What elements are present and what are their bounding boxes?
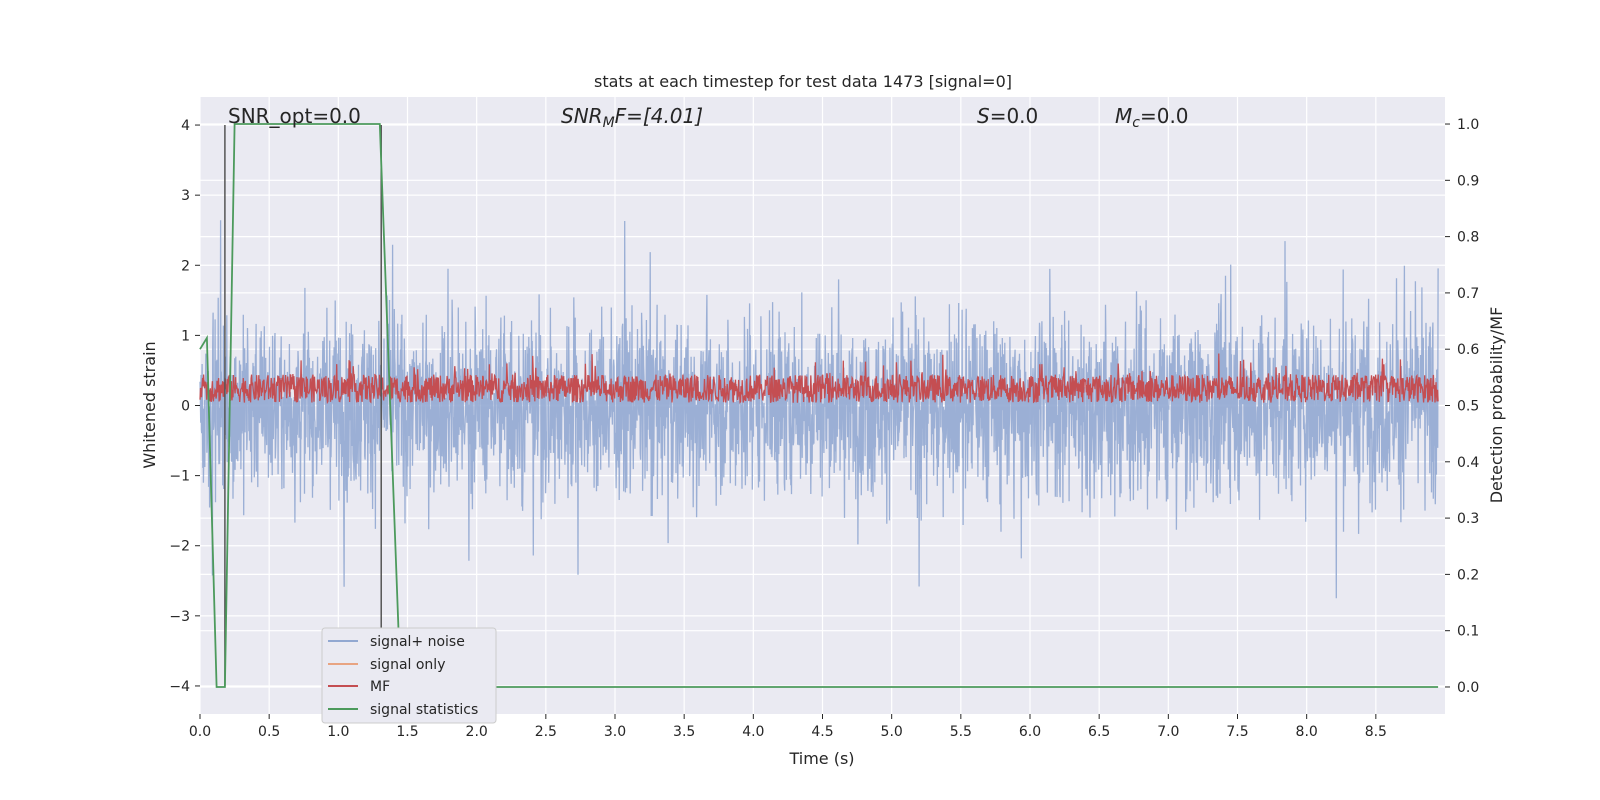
- x-tick-label-11: 5.5: [950, 724, 972, 740]
- signal-statistics-line: [199, 123, 1439, 688]
- x-axis-ticks: 0.0 0.5 1.0 1.5 2.0 2.5 3.0 3.5 4.0 4.5 5.0 5.5 6.0 6…: [189, 714, 1387, 740]
- annotation-mc-label: M: [1115, 104, 1132, 128]
- series-mf: [199, 353, 1439, 405]
- x-tick-label-7: 3.5: [673, 724, 695, 740]
- y-right-tick-label-5: 0.5: [1457, 399, 1479, 415]
- y-right-tick-label-9: 0.9: [1457, 173, 1479, 189]
- y-right-tick-label-4: 0.4: [1457, 455, 1479, 471]
- x-tick-label-12: 6.0: [1019, 724, 1041, 740]
- x-tick-label-3: 1.5: [396, 724, 418, 740]
- annotation-snr-opt: SNR_opt=0.0: [228, 104, 361, 128]
- y-left-tick-label-0: −4: [169, 679, 190, 695]
- x-tick-label-15: 7.5: [1226, 724, 1248, 740]
- annotation-mc-sub: c: [1132, 115, 1140, 131]
- y-right-axis-ticks: 0.0 0.1 0.2 0.3 0.4 0.5 0.6 0.7 0.8 0.9 1.0: [1445, 117, 1479, 696]
- y-left-tick-label-8: 4: [181, 118, 190, 134]
- legend-label-noise: signal+ noise: [370, 634, 465, 650]
- y-right-tick-label-8: 0.8: [1457, 230, 1479, 246]
- y-left-tick-label-7: 3: [181, 188, 190, 204]
- x-tick-label-14: 7.0: [1157, 724, 1179, 740]
- annotation-mc: Mc=0.0: [1115, 104, 1189, 131]
- annotation-s-value: =0.0: [990, 104, 1039, 128]
- x-tick-label-16: 8.0: [1296, 724, 1318, 740]
- mf-line: [199, 353, 1439, 405]
- vertical-lines: [224, 125, 382, 686]
- y-right-tick-label-1: 0.1: [1457, 624, 1479, 640]
- y-right-tick-label-10: 1.0: [1457, 117, 1479, 133]
- x-tick-label-13: 6.5: [1088, 724, 1110, 740]
- y-left-tick-label-6: 2: [181, 258, 190, 274]
- y-right-tick-label-7: 0.7: [1457, 286, 1479, 302]
- x-tick-label-10: 5.0: [881, 724, 903, 740]
- y-left-axis-label: Whitened strain: [140, 341, 159, 468]
- x-tick-label-5: 2.5: [535, 724, 557, 740]
- y-right-tick-label-2: 0.2: [1457, 567, 1479, 583]
- x-axis-label: Time (s): [788, 749, 854, 768]
- y-left-tick-label-4: 0: [181, 399, 190, 415]
- legend-box: [321, 627, 497, 724]
- annotation-s: S=0.0: [977, 104, 1038, 128]
- annotation-mc-value: =0.0: [1140, 104, 1189, 128]
- legend: signal+ noise signal only MF signal stat…: [321, 627, 497, 724]
- annotation-snr-mf-prefix: SNR: [561, 104, 603, 128]
- y-left-tick-label-3: −1: [169, 469, 190, 485]
- x-tick-label-9: 4.5: [811, 724, 833, 740]
- x-tick-label-2: 1.0: [327, 724, 349, 740]
- legend-label-stats: signal statistics: [370, 702, 478, 718]
- y-right-tick-label-0: 0.0: [1457, 680, 1479, 696]
- annotation-snr-mf: SNRMF=[4.01]: [561, 104, 703, 131]
- legend-label-mf: MF: [370, 679, 390, 695]
- x-tick-label-17: 8.5: [1365, 724, 1387, 740]
- y-right-tick-label-3: 0.3: [1457, 511, 1479, 527]
- y-left-tick-label-1: −3: [169, 609, 190, 625]
- annotation-snr-mf-sub: M: [603, 115, 615, 131]
- y-right-tick-label-6: 0.6: [1457, 342, 1479, 358]
- x-tick-label-8: 4.0: [742, 724, 764, 740]
- y-left-axis-ticks: −4 −3 −2 −1 0 1 2 3 4: [169, 118, 200, 695]
- series-signal-statistics: [199, 123, 1439, 688]
- series-signal-plus-noise: [199, 220, 1439, 599]
- x-tick-label-0: 0.0: [189, 724, 211, 740]
- x-tick-label-4: 2.0: [466, 724, 488, 740]
- x-tick-label-1: 0.5: [258, 724, 280, 740]
- y-left-tick-label-5: 1: [181, 328, 190, 344]
- x-tick-label-6: 3.0: [604, 724, 626, 740]
- y-right-axis-label: Detection probability/MF: [1487, 307, 1506, 504]
- chart-title: stats at each timestep for test data 147…: [594, 72, 1012, 91]
- annotation-s-label: S: [977, 104, 990, 128]
- annotation-snr-mf-suffix: F=[4.01]: [615, 104, 703, 128]
- y-left-tick-label-2: −2: [169, 539, 190, 555]
- legend-label-signal-only: signal only: [370, 657, 445, 673]
- noise-line: [199, 220, 1439, 599]
